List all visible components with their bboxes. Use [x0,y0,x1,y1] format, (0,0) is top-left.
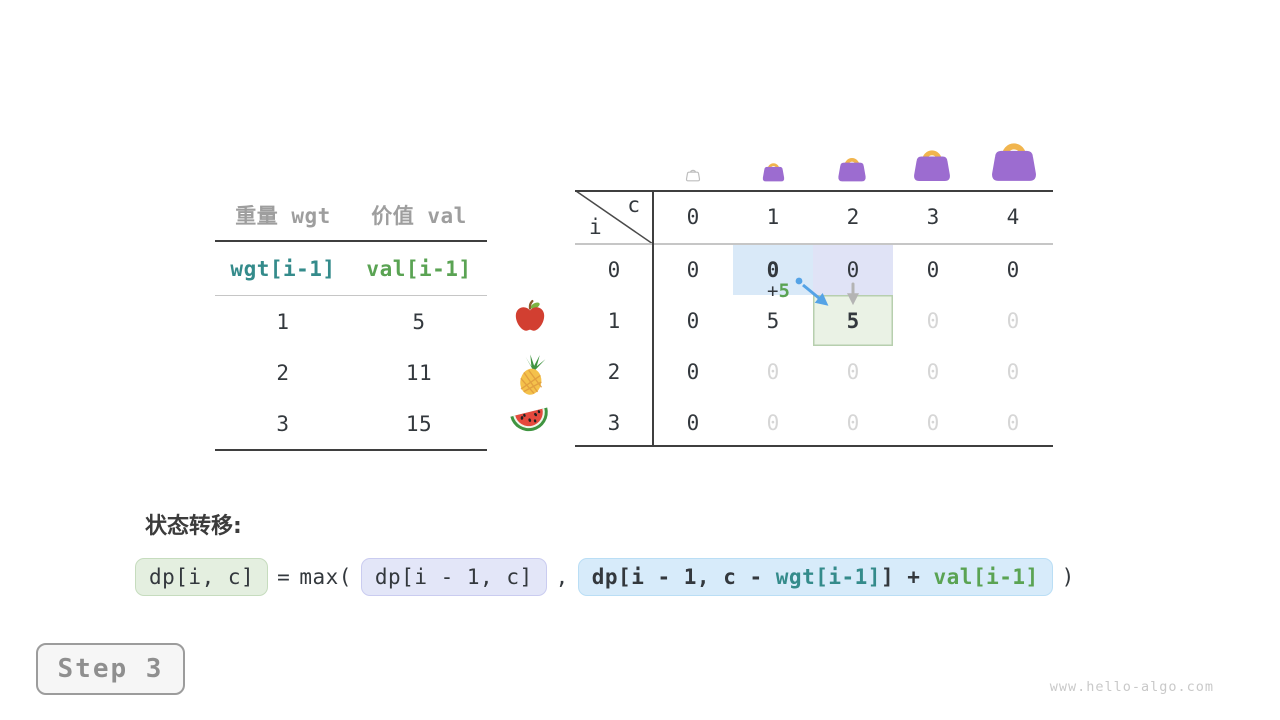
pineapple-icon [514,353,550,401]
dp-col-header-1: 1 [766,205,780,229]
value-variable: val[i-1] [366,256,472,281]
bag-icon-capacity-3 [911,145,953,186]
equals-sign: = [277,565,291,589]
close-paren: ) [1061,565,1075,589]
dp-cell-i3-c3: 0 [926,410,940,435]
dp-cell-i1-c0: 0 [686,308,700,333]
option-take-token: wgt[i-1] [775,565,881,589]
max-function: max( [299,565,352,589]
dp-cell-i2-c3: 0 [926,359,940,384]
bag-icon-capacity-4 [988,137,1040,186]
dp-row-header-0: 0 [607,257,621,282]
value-column-header: 价值 val [371,204,467,228]
dp-cell-i0-c3: 0 [926,257,940,282]
item-3-value: 15 [405,411,433,436]
transition-section-label: 状态转移: [145,514,242,539]
dp-top-rule [575,190,1053,192]
items-table-header-row: 重量 wgt 价值 val [215,190,487,242]
dp-row-header-3: 3 [607,410,621,435]
option-take-token: dp[i - 1, c - [591,565,776,589]
apple-icon [513,299,547,339]
dp-row-header-2: 2 [607,359,621,384]
items-table: 重量 wgt 价值 val wgt[i-1] val[i-1] 1 5 2 11… [215,190,487,451]
dp-vertical-rule [652,190,654,447]
dp-col-header-0: 0 [686,205,700,229]
dp-cell-i0-c2: 0 [813,244,893,295]
dp-cell-i2-c4: 0 [1006,359,1020,384]
dp-cell-i1-c2: 5 [813,295,893,346]
comma-separator: , [555,565,569,589]
item-3-weight: 3 [276,411,290,436]
dp-cell-i3-c4: 0 [1006,410,1020,435]
watermelon-icon [508,402,552,440]
dp-col-header-2: 2 [846,205,860,229]
dp-cell-i2-c2: 0 [846,359,860,384]
dp-cell-i3-c1: 0 [766,410,780,435]
corner-diagonal [575,190,653,244]
dp-row-header-1: 1 [607,308,621,333]
item-2-weight: 2 [276,360,290,385]
dp-cell-i3-c2: 0 [846,410,860,435]
plus-sign: + [767,280,779,302]
option-take-chip: dp[i - 1, c - wgt[i-1]] + val[i-1] [577,558,1053,596]
transition-gain-annotation: +5 [767,282,790,301]
transition-formula: dp[i, c] = max( dp[i - 1, c] , dp[i - 1,… [135,558,1075,596]
bag-icon-capacity-1 [761,160,786,186]
item-1-value: 5 [412,309,426,334]
dp-cell-i0-c1: 0 [733,244,813,295]
dp-cell-i1-c4: 0 [1006,308,1020,333]
option-keep-chip: dp[i - 1, c] [360,558,547,596]
dp-cell-i1-c3: 0 [926,308,940,333]
site-watermark: www.hello-algo.com [1049,679,1214,695]
item-row-1: 1 5 [215,296,487,347]
gain-value: 5 [778,280,790,302]
corner-row-var: i [589,215,602,239]
item-row-2: 2 11 [215,347,487,398]
dp-header-rule [575,243,1053,245]
item-row-3: 3 15 [215,398,487,451]
dp-col-header-4: 4 [1006,205,1020,229]
dp-cell-i0-c4: 0 [1006,257,1020,282]
items-table-variable-row: wgt[i-1] val[i-1] [215,242,487,296]
dp-cell-i2-c0: 0 [686,359,700,384]
dp-cell-i3-c0: 0 [686,410,700,435]
weight-column-header: 重量 wgt [235,204,331,228]
option-take-token: val[i-1] [933,565,1039,589]
item-1-weight: 1 [276,309,290,334]
dp-cell-i2-c1: 0 [766,359,780,384]
bag-icon-capacity-0 [685,167,701,186]
step-badge[interactable]: Step 3 [36,643,185,695]
option-take-token: ] + [880,565,934,589]
corner-col-var: c [627,193,640,217]
result-chip: dp[i, c] [135,558,269,596]
bag-icon-capacity-2 [836,154,868,186]
dp-cell-i1-c1: 5 [766,308,780,333]
dp-bottom-rule [575,445,1053,447]
dp-cell-i0-c0: 0 [686,257,700,282]
weight-variable: wgt[i-1] [230,256,336,281]
dp-col-header-3: 3 [926,205,940,229]
item-2-value: 11 [405,360,433,385]
